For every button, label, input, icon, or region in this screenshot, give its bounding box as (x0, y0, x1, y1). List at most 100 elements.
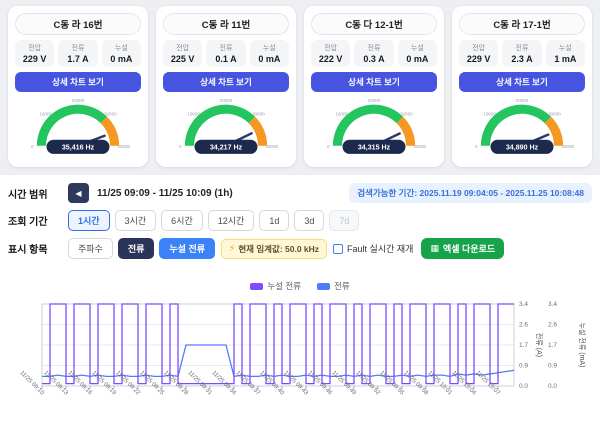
period-button-1시간[interactable]: 1시간 (68, 210, 110, 231)
stat-box: 전류 0.3 A (354, 40, 394, 67)
fault-resume-label: Fault 실시간 재개 (347, 244, 414, 254)
stats-row: 전압 222 V 전류 0.3 A 누설 0 mA (311, 40, 437, 67)
series-전류 (42, 344, 515, 378)
display-button-주파수[interactable]: 주파수 (68, 238, 113, 259)
y-axis-title-0: 전류 (A) (535, 333, 544, 357)
svg-text:11/25 09:52: 11/25 09:52 (354, 370, 381, 397)
svg-text:11/25 09:37: 11/25 09:37 (234, 370, 261, 397)
svg-text:10000: 10000 (483, 111, 496, 116)
frequency-gauge: 0 10000 20000 30000 40000 34,217 Hz (179, 98, 279, 154)
period-button-3시간[interactable]: 3시간 (114, 210, 157, 231)
stat-label: 전압 (28, 45, 42, 52)
svg-text:40000: 40000 (561, 144, 574, 149)
stat-value: 222 V (318, 54, 343, 64)
svg-text:2.6: 2.6 (548, 322, 557, 329)
stat-value: 1 mA (554, 54, 577, 64)
detail-chart-button[interactable]: 상세 차트 보기 (459, 72, 585, 92)
frequency-gauge: 0 10000 20000 30000 40000 35,416 Hz (31, 98, 131, 154)
series-누설-전류 (42, 303, 514, 385)
stat-value: 229 V (466, 54, 491, 64)
circuit-title: C동 라 16번 (15, 13, 141, 35)
excel-download-label: 엑셀 다운로드 (442, 244, 496, 254)
stat-box: 누설 0 mA (249, 40, 289, 67)
legend-label: 전류 (334, 281, 350, 291)
y-axis-title-1: 누설 전류 (mA) (578, 323, 587, 368)
threshold-badge: ⚡ 현재 임계값: 50.0 kHz (221, 238, 328, 259)
svg-text:10000: 10000 (187, 111, 200, 116)
display-button-누설-전류[interactable]: 누설 전류 (159, 238, 216, 259)
svg-text:40000: 40000 (265, 144, 278, 149)
fault-resume-control: Fault 실시간 재개 (333, 242, 413, 255)
period-button-6시간[interactable]: 6시간 (161, 210, 203, 231)
stats-row: 전압 229 V 전류 1.7 A 누설 0 mA (15, 40, 141, 67)
period-button-7d: 7d (329, 210, 360, 231)
svg-text:0.9: 0.9 (519, 363, 528, 370)
excel-icon: ▦ (430, 243, 439, 253)
circuit-card: C동 다 12-1번 전압 222 V 전류 0.3 A 누설 0 mA 상세 차트 보기… (304, 6, 444, 167)
display-button-전류[interactable]: 전류 (117, 238, 155, 259)
svg-text:20000: 20000 (516, 98, 529, 103)
detail-chart-button[interactable]: 상세 차트 보기 (311, 72, 437, 92)
excel-download-button[interactable]: ▦ 엑셀 다운로드 (421, 238, 505, 259)
gauge-value-text: 34,315 Hz (358, 143, 391, 151)
gauge-value-text: 34,217 Hz (210, 143, 243, 151)
detail-chart-button[interactable]: 상세 차트 보기 (163, 72, 289, 92)
svg-text:11/25 09:40: 11/25 09:40 (258, 370, 285, 397)
stats-row: 전압 225 V 전류 0.1 A 누설 0 mA (163, 40, 289, 67)
svg-text:0: 0 (179, 144, 182, 149)
legend-item[interactable]: 전류 (317, 280, 350, 292)
svg-text:10000: 10000 (335, 111, 348, 116)
legend-item[interactable]: 누설 전류 (250, 280, 301, 292)
stat-label: 전류 (219, 45, 233, 52)
period-button-3d[interactable]: 3d (294, 210, 325, 231)
svg-text:2.6: 2.6 (519, 322, 528, 329)
stat-box: 전류 2.3 A (502, 40, 542, 67)
svg-text:20000: 20000 (220, 98, 233, 103)
svg-text:10000: 10000 (39, 111, 52, 116)
lightning-icon: ⚡ (229, 243, 236, 253)
svg-text:30000: 30000 (548, 111, 561, 116)
threshold-text: 현재 임계값: 50.0 kHz (238, 243, 320, 254)
svg-text:0: 0 (31, 144, 34, 149)
period-buttons: 1시간 3시간 6시간 12시간 1d 3d 7d (68, 210, 360, 231)
stat-value: 225 V (170, 54, 195, 64)
circuit-card: C동 라 17-1번 전압 229 V 전류 2.3 A 누설 1 mA 상세 차트 보기… (452, 6, 592, 167)
stat-value: 1.7 A (67, 54, 89, 64)
fault-resume-checkbox[interactable] (333, 243, 344, 254)
stat-value: 0 mA (258, 54, 281, 64)
display-items-label: 표시 항목 (8, 245, 48, 256)
detail-chart-button[interactable]: 상세 차트 보기 (15, 72, 141, 92)
svg-text:0.9: 0.9 (548, 363, 557, 370)
stat-value: 229 V (22, 54, 47, 64)
frequency-gauge: 0 10000 20000 30000 40000 34,315 Hz (327, 98, 427, 154)
svg-text:0: 0 (475, 144, 478, 149)
svg-text:3.4: 3.4 (548, 301, 557, 308)
stats-row: 전압 229 V 전류 2.3 A 누설 1 mA (459, 40, 585, 67)
stat-label: 전압 (472, 45, 486, 52)
svg-text:0: 0 (327, 144, 330, 149)
gauge-value-pill (194, 139, 258, 154)
period-button-1d[interactable]: 1d (259, 210, 290, 231)
period-button-12시간[interactable]: 12시간 (207, 210, 255, 231)
circuit-cards: C동 라 16번 전압 229 V 전류 1.7 A 누설 0 mA 상세 차트 보기 0… (8, 6, 592, 167)
prev-range-button[interactable]: ◀ (68, 183, 89, 203)
time-range-label: 시간 범위 (8, 189, 48, 201)
svg-text:30000: 30000 (400, 111, 413, 116)
stat-value: 0 mA (406, 54, 429, 64)
svg-text:0.0: 0.0 (548, 383, 557, 390)
stat-box: 전압 229 V (15, 40, 55, 67)
svg-text:1.7: 1.7 (548, 342, 557, 349)
stat-label: 누설 (114, 45, 128, 52)
legend-swatch (250, 282, 264, 290)
svg-text:3.4: 3.4 (519, 301, 528, 308)
stat-label: 전압 (176, 45, 190, 52)
stat-box: 전압 225 V (163, 40, 203, 67)
circuit-title: C동 라 11번 (163, 13, 289, 35)
stat-value: 2.3 A (511, 54, 533, 64)
searchable-period-badge: 검색가능한 기간: 2025.11.19 09:04:05 - 2025.11.… (349, 183, 592, 203)
stat-box: 전류 0.1 A (206, 40, 246, 67)
stat-label: 누설 (262, 45, 276, 52)
circuit-title: C동 라 17-1번 (459, 13, 585, 35)
svg-text:20000: 20000 (72, 98, 85, 103)
